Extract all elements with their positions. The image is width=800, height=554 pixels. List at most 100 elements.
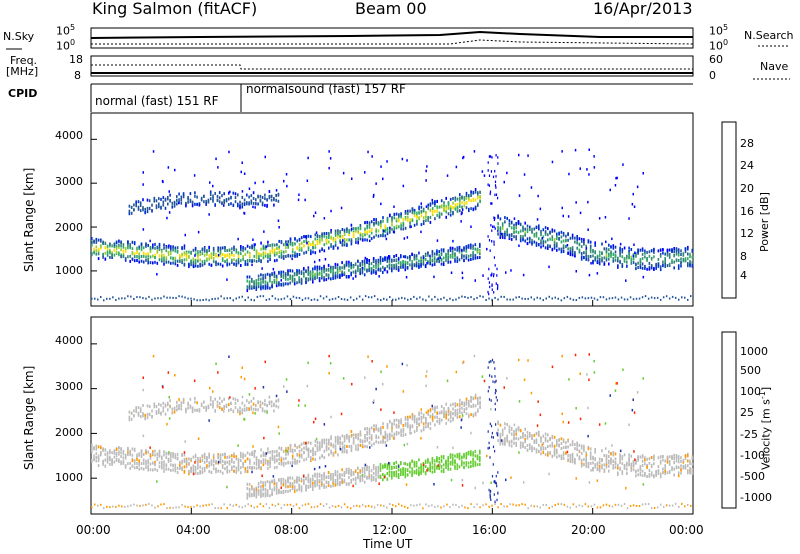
power-echo <box>509 298 511 301</box>
velocity-echo <box>314 480 316 484</box>
velocity-echo <box>463 461 465 465</box>
power-echo <box>443 206 445 210</box>
power-echo <box>482 274 484 277</box>
velocity-echo <box>341 447 344 451</box>
power-echo <box>459 202 461 206</box>
velocity-echo <box>461 463 463 467</box>
power-echo <box>675 259 678 263</box>
velocity-echo <box>224 452 226 456</box>
power-echo <box>270 198 273 202</box>
velocity-echo <box>461 461 463 465</box>
power-echo <box>199 253 201 257</box>
power-echo <box>556 248 558 252</box>
velocity-echo <box>384 432 387 436</box>
velocity-echo <box>467 452 470 456</box>
power-echo <box>351 177 353 180</box>
power-echo <box>312 274 314 278</box>
power-echo <box>122 245 125 249</box>
velocity-echo <box>300 486 303 490</box>
power-echo <box>312 280 314 284</box>
power-echo <box>411 208 414 212</box>
power-echo <box>162 196 165 200</box>
power-echo <box>314 244 317 248</box>
power-echo <box>404 260 407 264</box>
power-echo <box>282 270 285 274</box>
power-echo <box>262 276 264 280</box>
power-echo <box>201 247 204 251</box>
velocity-echo <box>355 444 357 448</box>
power-echo <box>148 199 151 203</box>
power-echo <box>341 243 344 247</box>
power-echo <box>330 209 332 213</box>
power-echo <box>240 259 242 263</box>
power-echo <box>190 263 192 267</box>
velocity-echo <box>170 453 172 457</box>
power-echo <box>438 215 441 219</box>
power-echo <box>256 295 259 298</box>
power-echo <box>234 192 237 196</box>
power-echo <box>682 252 685 256</box>
power-echo <box>337 229 339 233</box>
velocity-echo <box>517 437 520 441</box>
power-echo <box>325 295 328 298</box>
velocity-echo <box>318 486 321 490</box>
power-echo <box>635 263 637 267</box>
power-echo <box>334 265 337 269</box>
power-echo <box>479 242 481 246</box>
power-echo <box>214 192 216 195</box>
velocity-echo <box>409 461 411 465</box>
power-echo <box>355 241 357 244</box>
velocity-echo <box>547 445 549 448</box>
power-echo <box>244 252 247 256</box>
velocity-echo <box>282 457 285 461</box>
power-echo <box>630 261 633 265</box>
velocity-echo <box>199 460 201 463</box>
power-echo <box>212 197 214 201</box>
power-echo <box>196 299 198 302</box>
velocity-echo <box>167 467 170 471</box>
velocity-echo <box>449 415 452 419</box>
velocity-echo <box>388 473 391 477</box>
velocity-echo <box>585 458 587 462</box>
velocity-echo <box>459 398 461 402</box>
power-echo <box>97 252 100 256</box>
power-echo <box>361 298 364 301</box>
power-echo <box>316 265 319 269</box>
velocity-echo <box>364 439 366 443</box>
power-echo <box>504 230 506 234</box>
power-echo <box>163 259 165 263</box>
power-echo <box>406 266 409 270</box>
velocity-echo <box>278 446 280 450</box>
velocity-echo <box>610 461 612 465</box>
power-echo <box>161 257 163 261</box>
velocity-echo <box>224 455 226 459</box>
velocity-echo <box>328 447 330 451</box>
power-echo <box>146 198 149 202</box>
velocity-echo <box>339 441 341 444</box>
power-echo <box>241 205 244 209</box>
power-echo <box>367 150 369 154</box>
power-echo <box>459 209 461 213</box>
velocity-echo <box>445 410 447 414</box>
power-echo <box>406 236 409 239</box>
power-echo <box>266 281 269 285</box>
power-echo <box>447 252 449 256</box>
power-echo <box>250 298 252 301</box>
velocity-echo <box>576 447 578 451</box>
power-echo <box>363 264 366 268</box>
velocity-echo <box>124 456 127 460</box>
power-echo <box>526 224 529 228</box>
power-echo <box>240 252 242 256</box>
power-echo <box>280 249 283 253</box>
velocity-echo <box>325 438 328 442</box>
velocity-echo <box>427 458 429 462</box>
velocity-echo <box>343 436 346 440</box>
power-echo <box>364 171 366 174</box>
velocity-echo <box>449 460 452 464</box>
power-echo <box>635 252 637 256</box>
velocity-echo <box>456 412 459 415</box>
power-echo <box>289 276 291 280</box>
power-echo <box>418 263 420 266</box>
power-echo <box>328 166 330 170</box>
velocity-echo <box>459 415 461 419</box>
